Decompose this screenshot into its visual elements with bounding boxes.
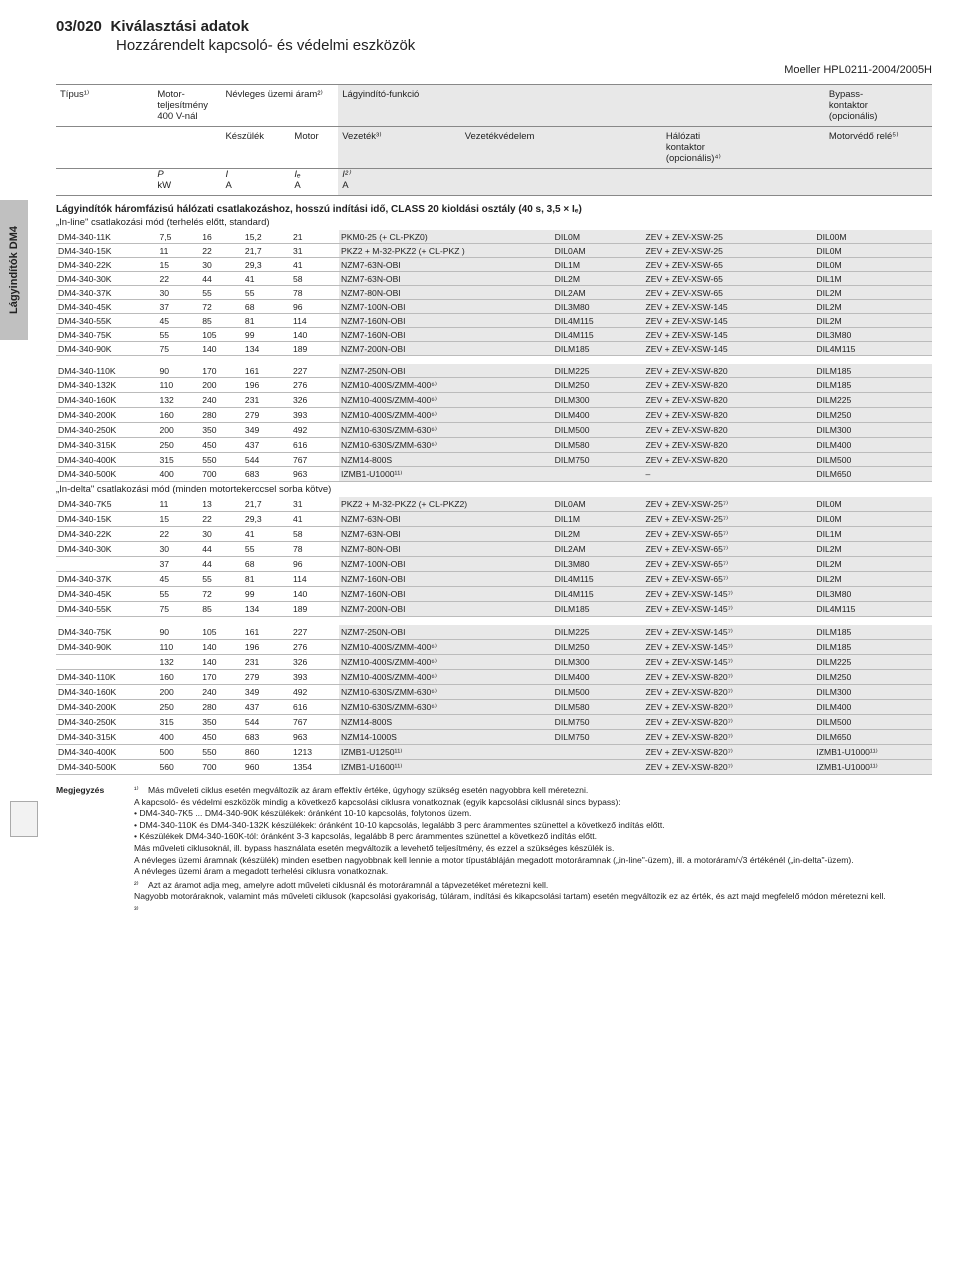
table-row: DM4-340-110K160170279393NZM10-400S/ZMM-4…	[56, 670, 932, 685]
table-row: DM4-340-45K557299140NZM7-160N-OBIDIL4M11…	[56, 587, 932, 602]
mode1-label: „In-line" csatlakozási mód (terhelés elő…	[56, 217, 932, 228]
hdr-bypass: Bypass- kontaktor (opcionális)	[825, 85, 932, 127]
table-row: DM4-340-315K400450683963NZM14-1000SDILM7…	[56, 730, 932, 745]
table-row: DM4-340-15K112221,731PKZ2 + M-32-PKZ2 (+…	[56, 244, 932, 258]
table-row: DM4-340-250K315350544767NZM14-800SDILM75…	[56, 715, 932, 730]
hdr-cable: Vezeték³⁾	[338, 127, 460, 169]
table-row: 132140231326NZM10-400S/ZMM-400⁶⁾DILM300Z…	[56, 655, 932, 670]
table-row: DM4-340-30K30445578NZM7-80N-OBIDIL2AMZEV…	[56, 542, 932, 557]
data-table-1b: DM4-340-110K90170161227NZM7-250N-OBIDILM…	[56, 364, 932, 482]
hdr-motor: Motor	[290, 127, 338, 169]
table-row: DM4-340-37K30555578NZM7-80N-OBIDIL2AMZEV…	[56, 286, 932, 300]
note-item: ²⁾Azt az áramot adja meg, amelyre adott …	[134, 880, 932, 903]
table-row: DM4-340-500K5607009601354IZMB1-U1600¹¹⁾Z…	[56, 760, 932, 775]
table-row: DM4-340-250K200350349492NZM10-630S/ZMM-6…	[56, 423, 932, 438]
table-row: DM4-340-15K152229,341NZM7-63N-OBIDIL1MZE…	[56, 512, 932, 527]
hdr-relay: Motorvédő relé⁵⁾	[825, 127, 932, 169]
sidebar-tab: Lágyindítók DM4	[0, 200, 28, 340]
table-row: 37446896NZM7-100N-OBIDIL3M80ZEV + ZEV-XS…	[56, 557, 932, 572]
table-row: DM4-340-55K458581114NZM7-160N-OBIDIL4M11…	[56, 314, 932, 328]
table-row: DM4-340-160K132240231326NZM10-400S/ZMM-4…	[56, 393, 932, 408]
notes-block: Megjegyzés ¹⁾Más műveleti ciklus esetén …	[56, 785, 932, 919]
table-row: DM4-340-200K250280437616NZM10-630S/ZMM-6…	[56, 700, 932, 715]
table-row: DM4-340-22K153029,341NZM7-63N-OBIDIL1MZE…	[56, 258, 932, 272]
mode2-label: „In-delta" csatlakozási mód (minden moto…	[56, 484, 932, 495]
table-row: DM4-340-132K110200196276NZM10-400S/ZMM-4…	[56, 378, 932, 393]
document-id: Moeller HPL0211-2004/2005H	[56, 64, 932, 76]
table-row: DM4-340-400K315550544767NZM14-800SDILM75…	[56, 453, 932, 467]
table-row: DM4-340-315K250450437616NZM10-630S/ZMM-6…	[56, 438, 932, 453]
page-code: 03/020	[56, 18, 102, 35]
hdr-power: Motor- teljesítmény 400 V-nál	[153, 85, 221, 127]
table-row: DM4-340-30K22444158NZM7-63N-OBIDIL2MZEV …	[56, 272, 932, 286]
table-row: DM4-340-90K110140196276NZM10-400S/ZMM-40…	[56, 640, 932, 655]
page-title-sub: Hozzárendelt kapcsoló- és védelmi eszköz…	[116, 37, 932, 54]
data-table-2a: DM4-340-7K5111321,731PKZ2 + M-32-PKZ2 (+…	[56, 497, 932, 617]
note-item: ³⁾	[134, 905, 932, 917]
table-row: DM4-340-37K455581114NZM7-160N-OBIDIL4M11…	[56, 572, 932, 587]
hdr-device: Készülék	[221, 127, 290, 169]
device-icon	[10, 801, 38, 837]
page-title-main: Kiválasztási adatok	[111, 18, 249, 35]
hdr-softstart: Lágyindító-funkció	[338, 85, 825, 127]
notes-label: Megjegyzés	[56, 785, 134, 919]
note-item: ¹⁾Más műveleti ciklus esetén megváltozik…	[134, 785, 932, 878]
hdr-mains: Hálózati kontaktor (opcionális)⁴⁾	[662, 127, 825, 169]
table-row: DM4-340-200K160280279393NZM10-400S/ZMM-4…	[56, 408, 932, 423]
table-row: DM4-340-75K5510599140NZM7-160N-OBIDIL4M1…	[56, 328, 932, 342]
table-row: DM4-340-11K7,51615,221PKM0-25 (+ CL-PKZ0…	[56, 230, 932, 244]
hdr-type: Típus¹⁾	[56, 85, 153, 127]
section-title: Lágyindítók háromfázisú hálózati csatlak…	[56, 204, 932, 215]
table-row: DM4-340-22K22304158NZM7-63N-OBIDIL2MZEV …	[56, 527, 932, 542]
table-row: DM4-340-90K75140134189NZM7-200N-OBIDILM1…	[56, 342, 932, 356]
table-row: DM4-340-500K400700683963IZMB1-U1000¹¹⁾–D…	[56, 467, 932, 482]
table-row: DM4-340-160K200240349492NZM10-630S/ZMM-6…	[56, 685, 932, 700]
hdr-current: Névleges üzemi áram²⁾	[221, 85, 338, 127]
table-row: DM4-340-400K5005508601213IZMB1-U1250¹¹⁾Z…	[56, 745, 932, 760]
table-row: DM4-340-110K90170161227NZM7-250N-OBIDILM…	[56, 364, 932, 378]
page-header: 03/020 Kiválasztási adatok Hozzárendelt …	[56, 18, 932, 54]
table-row: DM4-340-45K37726896NZM7-100N-OBIDIL3M80Z…	[56, 300, 932, 314]
table-row: DM4-340-55K7585134189NZM7-200N-OBIDILM18…	[56, 602, 932, 617]
header-table: Típus¹⁾ Motor- teljesítmény 400 V-nál Né…	[56, 84, 932, 196]
notes-body: ¹⁾Más műveleti ciklus esetén megváltozik…	[134, 785, 932, 919]
hdr-cableprot: Vezetékvédelem	[461, 127, 662, 169]
table-row: DM4-340-75K90105161227NZM7-250N-OBIDILM2…	[56, 625, 932, 640]
data-table-2b: DM4-340-75K90105161227NZM7-250N-OBIDILM2…	[56, 625, 932, 775]
data-table-1a: DM4-340-11K7,51615,221PKM0-25 (+ CL-PKZ0…	[56, 230, 932, 356]
table-row: DM4-340-7K5111321,731PKZ2 + M-32-PKZ2 (+…	[56, 497, 932, 512]
